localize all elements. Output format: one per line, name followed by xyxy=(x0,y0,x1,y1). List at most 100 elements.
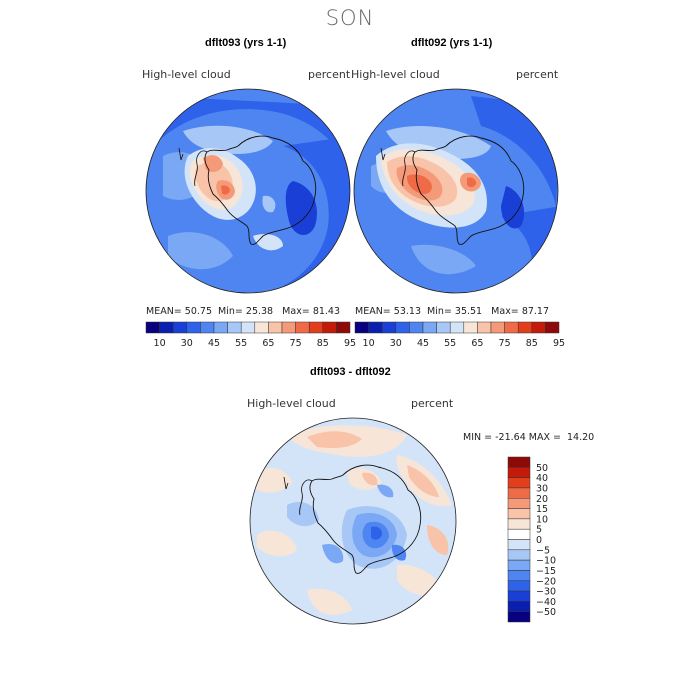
panel-2-colorbar-tick-label: 45 xyxy=(417,338,429,349)
panel-1-colorbar-swatch xyxy=(295,321,310,334)
panel-2-colorbar-tick-label: 10 xyxy=(363,338,375,349)
panel-3-colorbar-swatch xyxy=(507,611,531,623)
panel-2-cloud-field xyxy=(354,89,558,293)
panel-3-colorbar-swatch xyxy=(507,477,531,489)
panel-2-south-america-tip xyxy=(380,147,386,161)
panel-1-polar-map xyxy=(145,88,351,294)
panel-3-colorbar-tick-label: 0 xyxy=(536,535,542,546)
panel-2-colorbar-swatch xyxy=(436,321,451,334)
panel-2-title: dflt092 (yrs 1-1) xyxy=(411,37,493,49)
panel-3-colorbar-tick-label: 5 xyxy=(536,525,542,536)
panel-1-colorbar-tick-label: 55 xyxy=(235,338,247,349)
panel-2-colorbar-tick-label: 75 xyxy=(499,338,511,349)
panel-1-colorbar-swatch xyxy=(227,321,242,334)
panel-2-colorbar-tick-label: 30 xyxy=(390,338,402,349)
panel-1-cloud-field xyxy=(146,89,350,293)
panel-3-colorbar-tick-label: −30 xyxy=(536,587,556,598)
panel-3-colorbar-tick-label: −10 xyxy=(536,556,556,567)
panel-1-colorbar-swatch xyxy=(186,321,201,334)
panel-3-colorbar-swatch xyxy=(507,518,531,530)
panel-2-map-boundary xyxy=(353,88,559,294)
panel-1-south-america-tip xyxy=(178,147,184,161)
panel-1-colorbar-tick-label: 10 xyxy=(154,338,166,349)
panel-1-map-boundary xyxy=(145,88,351,294)
panel-1-peninsula-outline xyxy=(194,150,208,187)
panel-3-colorbar-swatch xyxy=(507,549,531,561)
panel-1-antarctica-outline xyxy=(204,135,317,245)
panel-3-units: percent xyxy=(411,397,454,410)
panel-1-colorbar-swatch xyxy=(159,321,174,334)
panel-3-colorbar-swatch xyxy=(507,456,531,468)
panel-1-colorbar-swatch xyxy=(322,321,337,334)
panel-3-colorbar-tick-label: −20 xyxy=(536,576,556,587)
panel-3-colorbar-tick-label: 40 xyxy=(536,473,548,484)
panel-2-units: percent xyxy=(516,68,559,81)
panel-2-colorbar-swatch xyxy=(449,321,465,334)
panel-2-colorbar: 10 30 45 55 65 75 85 95 xyxy=(354,321,565,349)
panel-3-colorbar-tick-label: 30 xyxy=(536,483,548,494)
panel-1-colorbar-swatch xyxy=(145,321,160,334)
panel-3-colorbar-tick-label: −40 xyxy=(536,597,556,608)
panel-3-peninsula-outline xyxy=(299,479,313,516)
panel-2-antarctica-outline xyxy=(412,135,525,245)
panel-3-south-america-tip xyxy=(283,476,289,490)
panel-3-colorbar-tick-label: −5 xyxy=(536,545,550,556)
panel-3-colorbar-tick-label: −50 xyxy=(536,607,556,618)
panel-2-variable: High-level cloud xyxy=(351,68,440,81)
panel-2-colorbar-tick-label: 95 xyxy=(553,338,565,349)
panel-3-colorbar-tick-label: 20 xyxy=(536,494,548,505)
panel-3-colorbar-swatch xyxy=(507,590,531,602)
panel-2-colorbar-swatch xyxy=(381,321,397,334)
panel-2-colorbar-tick-label: 55 xyxy=(444,338,456,349)
panel-3-colorbar-swatch xyxy=(507,539,531,551)
panel-1-title: dflt093 (yrs 1-1) xyxy=(205,37,287,49)
season-title: SON xyxy=(325,6,375,30)
panel-2-colorbar-swatch xyxy=(504,321,519,334)
panel-2-colorbar-swatch xyxy=(409,321,424,334)
panel-2-colorbar-swatch xyxy=(490,321,505,334)
panel-3-colorbar-swatch xyxy=(507,570,531,581)
panel-2-colorbar-swatch xyxy=(545,321,560,334)
panel-1-units: percent xyxy=(308,68,351,81)
panel-3-colorbar-tick-label: 10 xyxy=(536,514,548,525)
panel-2-colorbar-swatch xyxy=(354,321,369,334)
panel-3-colorbar-tick-label: −15 xyxy=(536,566,556,577)
panel-2-peninsula-outline xyxy=(402,150,416,187)
panel-2-colorbar-swatch xyxy=(517,321,533,334)
panel-3-colorbar-swatch xyxy=(507,528,531,540)
panel-2-colorbar-swatch xyxy=(477,321,492,334)
panel-1-colorbar-swatch xyxy=(254,321,269,334)
panel-2-polar-map xyxy=(353,88,559,294)
panel-3-colorbar-swatch xyxy=(507,498,531,509)
panel-3-stats: MIN = -21.64 MAX = 14.20 xyxy=(463,432,595,443)
panel-3-colorbar-swatch xyxy=(507,508,531,520)
panel-1-stats: MEAN= 50.75 Min= 25.38 Max= 81.43 xyxy=(146,306,341,317)
panel-2-stats: MEAN= 53.13 Min= 35.51 Max= 87.17 xyxy=(355,306,550,317)
panel-1-colorbar-tick-label: 45 xyxy=(208,338,220,349)
panel-3-colorbar-tick-label: 15 xyxy=(536,504,548,515)
panel-2-colorbar-tick-label: 85 xyxy=(526,338,538,349)
panel-2-colorbar-swatch xyxy=(463,321,478,334)
panel-1-colorbar-swatch xyxy=(268,321,283,334)
panel-1-colorbar-swatch xyxy=(200,321,215,334)
panel-2-colorbar-swatch xyxy=(531,321,546,334)
panel-3-polar-map xyxy=(249,417,457,625)
panel-1-colorbar-tick-label: 95 xyxy=(344,338,356,349)
panel-3-colorbar-swatch xyxy=(507,601,531,612)
panel-1-colorbar-tick-label: 30 xyxy=(181,338,193,349)
panel-2-colorbar-tick-label: 65 xyxy=(471,338,483,349)
panel-3-colorbar-swatch xyxy=(507,467,531,478)
panel-1-colorbar-swatch xyxy=(336,321,351,334)
panel-3-map-boundary xyxy=(249,417,457,625)
panel-3-colorbar-swatch xyxy=(507,487,531,499)
panel-1-colorbar-swatch xyxy=(172,321,188,334)
panel-3-colorbar-swatch xyxy=(507,580,531,592)
panel-1-colorbar-swatch xyxy=(213,321,228,334)
panel-1-colorbar-tick-label: 65 xyxy=(262,338,274,349)
panel-3-diff-field xyxy=(250,418,456,624)
panel-1-variable: High-level cloud xyxy=(142,68,231,81)
panel-3-variable: High-level cloud xyxy=(247,397,336,410)
panel-2-colorbar-swatch xyxy=(422,321,437,334)
panel-3-title: dflt093 - dflt092 xyxy=(310,366,391,378)
